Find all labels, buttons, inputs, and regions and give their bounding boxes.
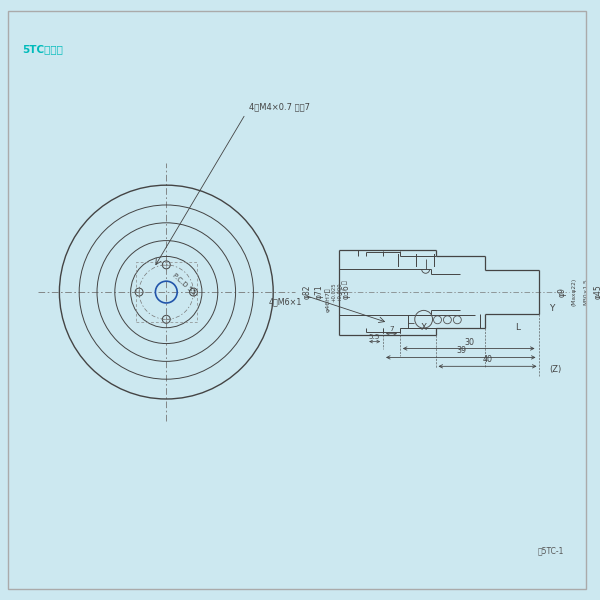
Text: 5.5: 5.5 (369, 334, 380, 340)
Text: ）: ） (343, 280, 348, 284)
Text: φ46H7（: φ46H7（ (325, 287, 331, 313)
Text: M30×1.5: M30×1.5 (584, 279, 589, 305)
Text: 4－M6×1: 4－M6×1 (269, 297, 302, 306)
Text: 4－M4×0.7 深サ7: 4－M4×0.7 深サ7 (250, 102, 310, 111)
Text: 30: 30 (464, 338, 475, 347)
Text: φ36: φ36 (342, 285, 351, 299)
Text: φ9: φ9 (558, 287, 567, 297)
Text: 5TC寸法図: 5TC寸法図 (22, 44, 62, 55)
Text: φ71: φ71 (314, 285, 323, 299)
Text: P.C.D 55: P.C.D 55 (171, 272, 196, 296)
Text: L: L (515, 323, 520, 332)
Text: 図5TC-1: 図5TC-1 (538, 547, 564, 556)
Text: 40: 40 (482, 355, 493, 364)
Text: φ45: φ45 (593, 285, 600, 299)
Text: (Maxφ22): (Maxφ22) (572, 278, 577, 306)
Text: X: X (421, 323, 427, 332)
Text: +0.025
+0.000: +0.025 +0.000 (331, 282, 342, 302)
Text: Y: Y (550, 304, 555, 313)
Text: (Z): (Z) (550, 365, 562, 374)
Text: φ82: φ82 (302, 285, 311, 299)
Text: 7: 7 (389, 326, 394, 332)
Text: 39: 39 (456, 346, 466, 355)
Bar (136, 262, 197, 322)
